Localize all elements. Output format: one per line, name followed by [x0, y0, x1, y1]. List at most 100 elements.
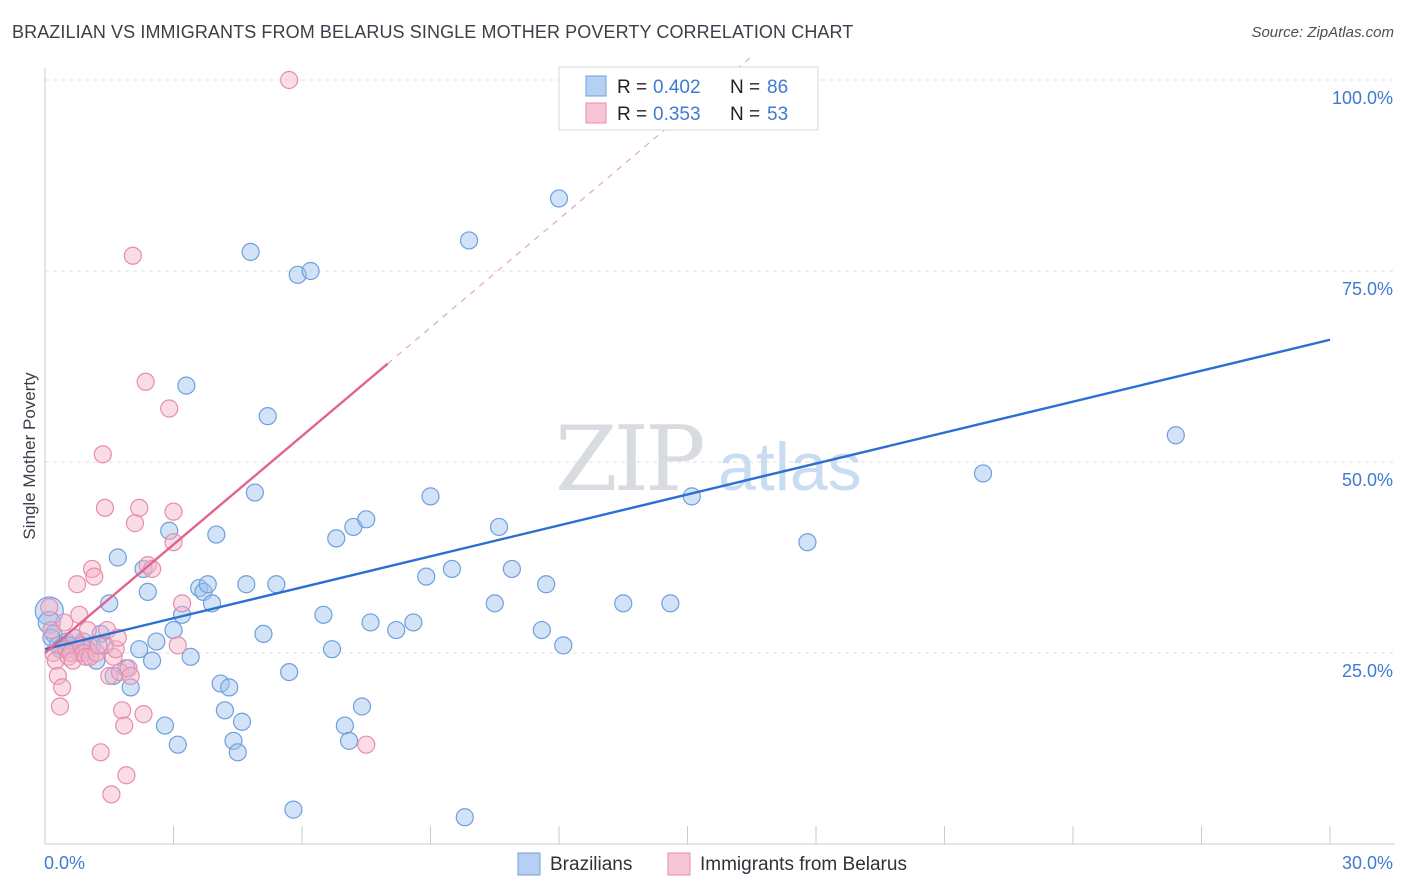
watermark-atlas: atlas: [718, 429, 862, 505]
y-tick-label: 75.0%: [1342, 279, 1393, 299]
data-point: [537, 575, 556, 594]
data-point: [280, 70, 299, 90]
data-point: [134, 705, 153, 724]
data-point: [106, 640, 125, 659]
data-point: [322, 640, 342, 659]
data-point: [55, 613, 74, 632]
data-point: [95, 498, 115, 517]
data-point: [130, 498, 149, 517]
data-point: [115, 716, 134, 735]
data-point: [68, 575, 87, 594]
data-point: [340, 731, 359, 750]
data-point: [421, 487, 440, 506]
data-point: [502, 559, 521, 579]
data-point: [661, 594, 680, 613]
data-point: [241, 242, 260, 261]
data-point: [532, 620, 551, 640]
data-point: [198, 575, 217, 594]
data-point: [160, 521, 179, 540]
data-point: [554, 636, 573, 655]
data-point: [50, 697, 70, 716]
data-point: [232, 712, 252, 731]
data-point: [442, 559, 462, 579]
data-point: [138, 582, 157, 601]
data-point: [155, 716, 175, 735]
trend-lines: [44, 56, 1331, 654]
data-point: [455, 808, 474, 827]
bottom-legend-label: Immigrants from Belarus: [700, 854, 907, 875]
watermark-zip: ZIP: [555, 407, 703, 512]
data-point: [125, 514, 145, 533]
gridlines: [45, 79, 1395, 654]
x-tick-label-max: 30.0%: [1342, 853, 1393, 873]
data-point: [417, 567, 436, 586]
data-point: [267, 575, 286, 594]
data-point: [142, 651, 162, 670]
data-point: [48, 666, 67, 686]
data-point: [123, 246, 142, 265]
data-point: [108, 548, 127, 567]
data-point: [91, 743, 110, 762]
x-tick-label-min: 0.0%: [44, 853, 85, 873]
legend-r-label: R =: [617, 104, 647, 125]
data-point: [404, 613, 423, 632]
series-belarus: [40, 70, 376, 804]
data-point: [798, 533, 817, 552]
data-point: [164, 533, 183, 552]
data-point: [130, 640, 149, 659]
series-brazilians: [34, 70, 1185, 827]
data-point: [245, 483, 264, 502]
data-point: [549, 189, 569, 208]
legend: R = 0.402 N = 86 R = 0.353 N = 53: [558, 66, 819, 131]
data-point: [280, 662, 299, 682]
data-point: [168, 636, 187, 655]
data-point: [164, 502, 183, 521]
bottom-legend-swatch-pink: [667, 852, 691, 876]
data-point: [220, 678, 239, 697]
data-point: [207, 525, 226, 544]
bottom-legend: Brazilians Immigrants from Belarus: [517, 852, 907, 876]
data-point: [76, 647, 95, 666]
y-tick-label: 50.0%: [1342, 470, 1393, 490]
legend-r-value: 0.353: [653, 104, 701, 125]
data-point: [237, 575, 256, 594]
watermark: ZIP atlas: [555, 407, 862, 512]
bottom-legend-swatch-blue: [517, 852, 541, 876]
data-point: [352, 697, 372, 716]
data-point: [40, 598, 59, 617]
data-point: [53, 678, 72, 697]
data-point: [177, 376, 196, 395]
y-axis-label: Single Mother Poverty: [20, 372, 39, 540]
data-point: [110, 662, 130, 682]
data-point: [314, 605, 333, 624]
legend-n-value: 86: [767, 77, 788, 98]
chart-title: BRAZILIAN VS IMMIGRANTS FROM BELARUS SIN…: [12, 22, 854, 42]
source-label: Source: ZipAtlas.com: [1251, 24, 1394, 41]
legend-r-label: R =: [617, 77, 647, 98]
data-point: [85, 567, 104, 586]
data-point: [357, 735, 376, 754]
data-point: [164, 620, 183, 640]
data-point: [357, 510, 376, 529]
data-point: [100, 666, 119, 686]
data-point: [160, 399, 179, 418]
data-point: [682, 487, 701, 506]
data-point: [361, 613, 380, 632]
legend-r-value: 0.402: [653, 77, 701, 98]
data-point: [1166, 426, 1185, 445]
data-point: [301, 261, 320, 281]
bottom-legend-label: Brazilians: [550, 854, 632, 875]
data-point: [254, 624, 273, 644]
data-point: [327, 529, 346, 548]
data-point: [102, 785, 121, 804]
data-point: [100, 594, 119, 613]
data-point: [117, 766, 136, 785]
data-point: [93, 445, 112, 464]
data-point: [973, 464, 993, 483]
data-point: [459, 231, 479, 250]
data-point: [89, 636, 108, 655]
data-point: [136, 372, 155, 391]
data-point: [168, 735, 187, 754]
data-point: [70, 605, 89, 624]
data-point: [181, 647, 200, 666]
